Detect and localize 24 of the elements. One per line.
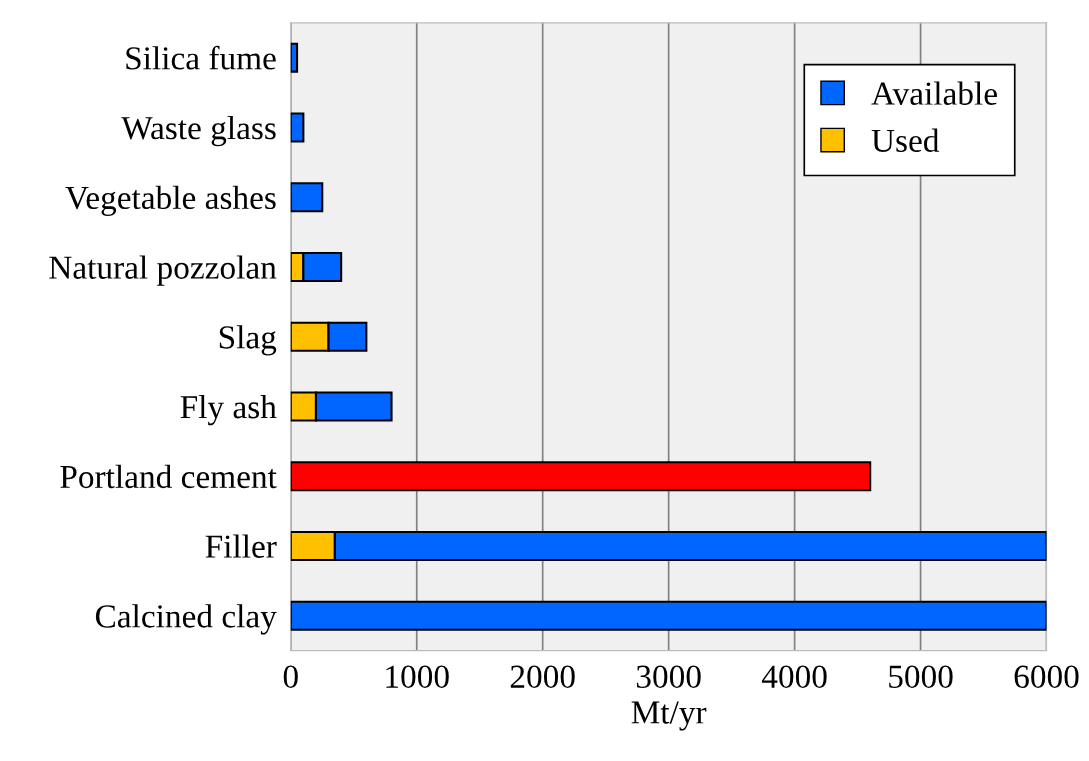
y-tick-label: Fly ash: [180, 394, 277, 426]
x-axis-title: Mt/yr: [631, 701, 707, 731]
y-tick-label: Filler: [205, 534, 277, 558]
bar: [290, 42, 299, 73]
x-tick-label: 2000: [510, 665, 575, 688]
legend-label: Used: [871, 128, 940, 153]
legend-label: Available: [871, 81, 997, 105]
bar: [290, 461, 872, 492]
x-tick-label: 0: [283, 665, 298, 688]
bar: [290, 182, 324, 213]
bar: [290, 112, 305, 143]
y-tick-label: Silica fume: [126, 45, 276, 70]
y-tick-label: Natural pozzolan: [49, 255, 277, 286]
y-tick-label: Portland cement: [60, 464, 277, 489]
x-tick-label: 5000: [889, 665, 953, 688]
y-tick-label: Slag: [219, 325, 277, 356]
x-tick-label: 4000: [761, 665, 827, 688]
y-tick-label: Waste glass: [121, 115, 276, 147]
x-tick-label: 1000: [386, 665, 449, 688]
x-tick-label: 6000: [1014, 665, 1079, 688]
y-tick-label: Vegetable ashes: [65, 185, 276, 216]
y-tick-label: Calcined clay: [95, 604, 277, 635]
x-tick-label: 3000: [636, 665, 701, 688]
bar: [290, 600, 1047, 631]
